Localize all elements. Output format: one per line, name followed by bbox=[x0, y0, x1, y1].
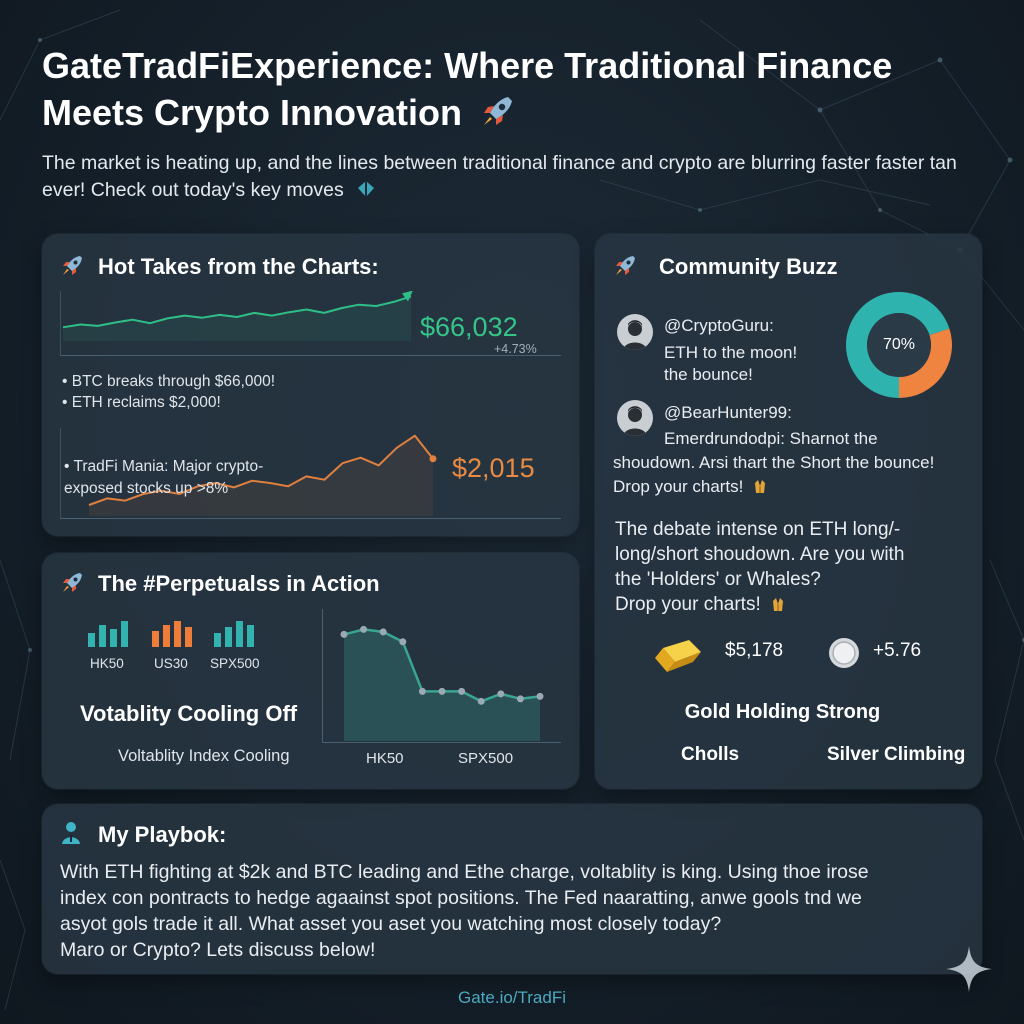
avatar[interactable] bbox=[617, 400, 653, 436]
debate-line1: The debate intense on ETH long/- bbox=[615, 519, 901, 540]
post2-line3: Drop your charts! bbox=[613, 474, 769, 499]
btc-change: +4.73% bbox=[494, 342, 537, 356]
debate-line2: long/short shoudown. Are you with bbox=[615, 544, 905, 565]
page-title-text: GateTradFiExperience: Where Traditional … bbox=[42, 45, 893, 133]
avatar[interactable] bbox=[617, 314, 653, 350]
donut-label: 70% bbox=[882, 336, 916, 353]
btc-line-chart bbox=[62, 291, 413, 341]
playbook-line4: Maro or Crypto? Lets discuss below! bbox=[60, 939, 376, 961]
debate-line4: Drop your charts! bbox=[615, 593, 787, 617]
chart-point bbox=[340, 630, 348, 638]
eth-price: $2,015 bbox=[452, 453, 535, 483]
trend-arrow-icon bbox=[402, 291, 413, 302]
gold-bar-icon bbox=[655, 640, 701, 672]
intro-text-body: The market is heating up, and the lines … bbox=[42, 152, 957, 201]
perpetuals-area-chart bbox=[340, 625, 544, 741]
eth-line-chart bbox=[88, 434, 437, 516]
playbook-line3: asyot gols trade it all. What asset you … bbox=[60, 913, 722, 935]
chart-area bbox=[89, 435, 433, 516]
chart-point bbox=[360, 625, 368, 633]
post2-line3-text: Drop your charts! bbox=[613, 477, 744, 496]
footer-link[interactable]: Gate.io/TradFi bbox=[457, 988, 567, 1007]
intro-text: The market is heating up, and the lines … bbox=[42, 150, 972, 204]
perpetuals-card: The #Perpetualss in Action HK50 US30 SPX… bbox=[42, 553, 579, 789]
rocket-icon bbox=[63, 256, 82, 275]
community-buzz-card: Community Buzz @CryptoGuru: ETH to the m… bbox=[595, 234, 982, 789]
perpetuals-title: The #Perpetualss in Action bbox=[98, 571, 380, 596]
hands-icon bbox=[755, 480, 766, 493]
post1-line2: the bounce! bbox=[664, 365, 753, 384]
footer-left-label: Cholls bbox=[681, 744, 740, 765]
chart-point bbox=[399, 638, 407, 646]
community-title: Community Buzz bbox=[659, 254, 838, 279]
post2-line2: shoudown. Arsi thart the Short the bounc… bbox=[613, 453, 935, 472]
hands-icon bbox=[773, 598, 784, 611]
hot-takes-card: Hot Takes from the Charts: $66,032 +4.73… bbox=[42, 234, 579, 536]
playbook-card: My Playbok: With ETH fighting at $2k and… bbox=[42, 804, 982, 974]
chart-series-line bbox=[88, 434, 434, 506]
silver-change: +5.76 bbox=[873, 640, 922, 661]
silver-coin-icon bbox=[829, 638, 859, 668]
btc-price: $66,032 bbox=[420, 312, 518, 342]
index-label-spx500: SPX500 bbox=[210, 656, 260, 671]
tradfi-line1: • TradFi Mania: Major crypto- bbox=[64, 458, 264, 475]
bullet-btc: • BTC breaks through $66,000! bbox=[62, 373, 276, 390]
spx500-bars-icon bbox=[214, 621, 254, 647]
eth-chart bbox=[60, 428, 561, 519]
donut-slice bbox=[899, 328, 952, 398]
us30-bars-icon bbox=[152, 621, 192, 647]
btc-chart bbox=[60, 291, 561, 356]
chart-point bbox=[438, 687, 446, 695]
post2-user[interactable]: @BearHunter99: bbox=[664, 403, 792, 422]
volatility-heading: Votablity Cooling Off bbox=[80, 701, 298, 726]
bullet-eth: • ETH reclaims $2,000! bbox=[62, 394, 221, 411]
rocket-icon bbox=[616, 256, 635, 275]
chart-point bbox=[497, 690, 505, 698]
rocket-icon bbox=[63, 573, 82, 592]
chart-area bbox=[63, 296, 411, 341]
volatility-subtext: Voltablity Index Cooling bbox=[118, 747, 290, 765]
chart-point bbox=[458, 687, 466, 695]
chart-series-line bbox=[62, 295, 412, 329]
debate-line4-text: Drop your charts! bbox=[615, 594, 761, 615]
person-icon bbox=[62, 822, 80, 844]
chart-label-hk50: HK50 bbox=[366, 750, 404, 767]
gold-heading: Gold Holding Strong bbox=[684, 701, 881, 723]
hot-takes-title: Hot Takes from the Charts: bbox=[98, 254, 379, 279]
diamond-icon bbox=[358, 181, 375, 197]
index-label-hk50: HK50 bbox=[90, 656, 124, 671]
playbook-line1: With ETH fighting at $2k and BTC leading… bbox=[60, 861, 869, 883]
chart-point bbox=[516, 695, 524, 703]
playbook-title: My Playbok: bbox=[98, 822, 227, 847]
chart-point bbox=[477, 697, 485, 705]
perpetuals-chart-frame bbox=[322, 609, 561, 743]
playbook-line2: index con pontracts to hedge agaainst sp… bbox=[60, 887, 862, 909]
post2-line1: Emerdrundodpi: Sharnot the bbox=[664, 429, 878, 448]
donut-hole bbox=[867, 313, 931, 377]
sentiment-donut-chart bbox=[846, 292, 952, 398]
chart-point bbox=[379, 628, 387, 636]
page-title: GateTradFiExperience: Where Traditional … bbox=[42, 42, 982, 136]
hk50-bars-icon bbox=[88, 621, 128, 647]
rocket-icon bbox=[484, 97, 513, 125]
post1-line1: ETH to the moon! bbox=[664, 343, 798, 362]
gold-price: $5,178 bbox=[725, 640, 784, 661]
tradfi-line2: exposed stocks up >8% bbox=[64, 480, 229, 497]
chart-area bbox=[344, 629, 540, 741]
chart-label-spx500: SPX500 bbox=[458, 750, 514, 767]
sparkle-icon bbox=[946, 946, 992, 992]
footer-right-label: Silver Climbing bbox=[827, 744, 966, 765]
debate-line3: the 'Holders' or Whales? bbox=[615, 569, 821, 590]
post1-user[interactable]: @CryptoGuru: bbox=[664, 316, 774, 335]
chart-point bbox=[429, 455, 437, 463]
index-label-us30: US30 bbox=[154, 656, 188, 671]
chart-point bbox=[418, 687, 426, 695]
donut-slice bbox=[846, 292, 950, 398]
chart-point bbox=[536, 692, 544, 700]
